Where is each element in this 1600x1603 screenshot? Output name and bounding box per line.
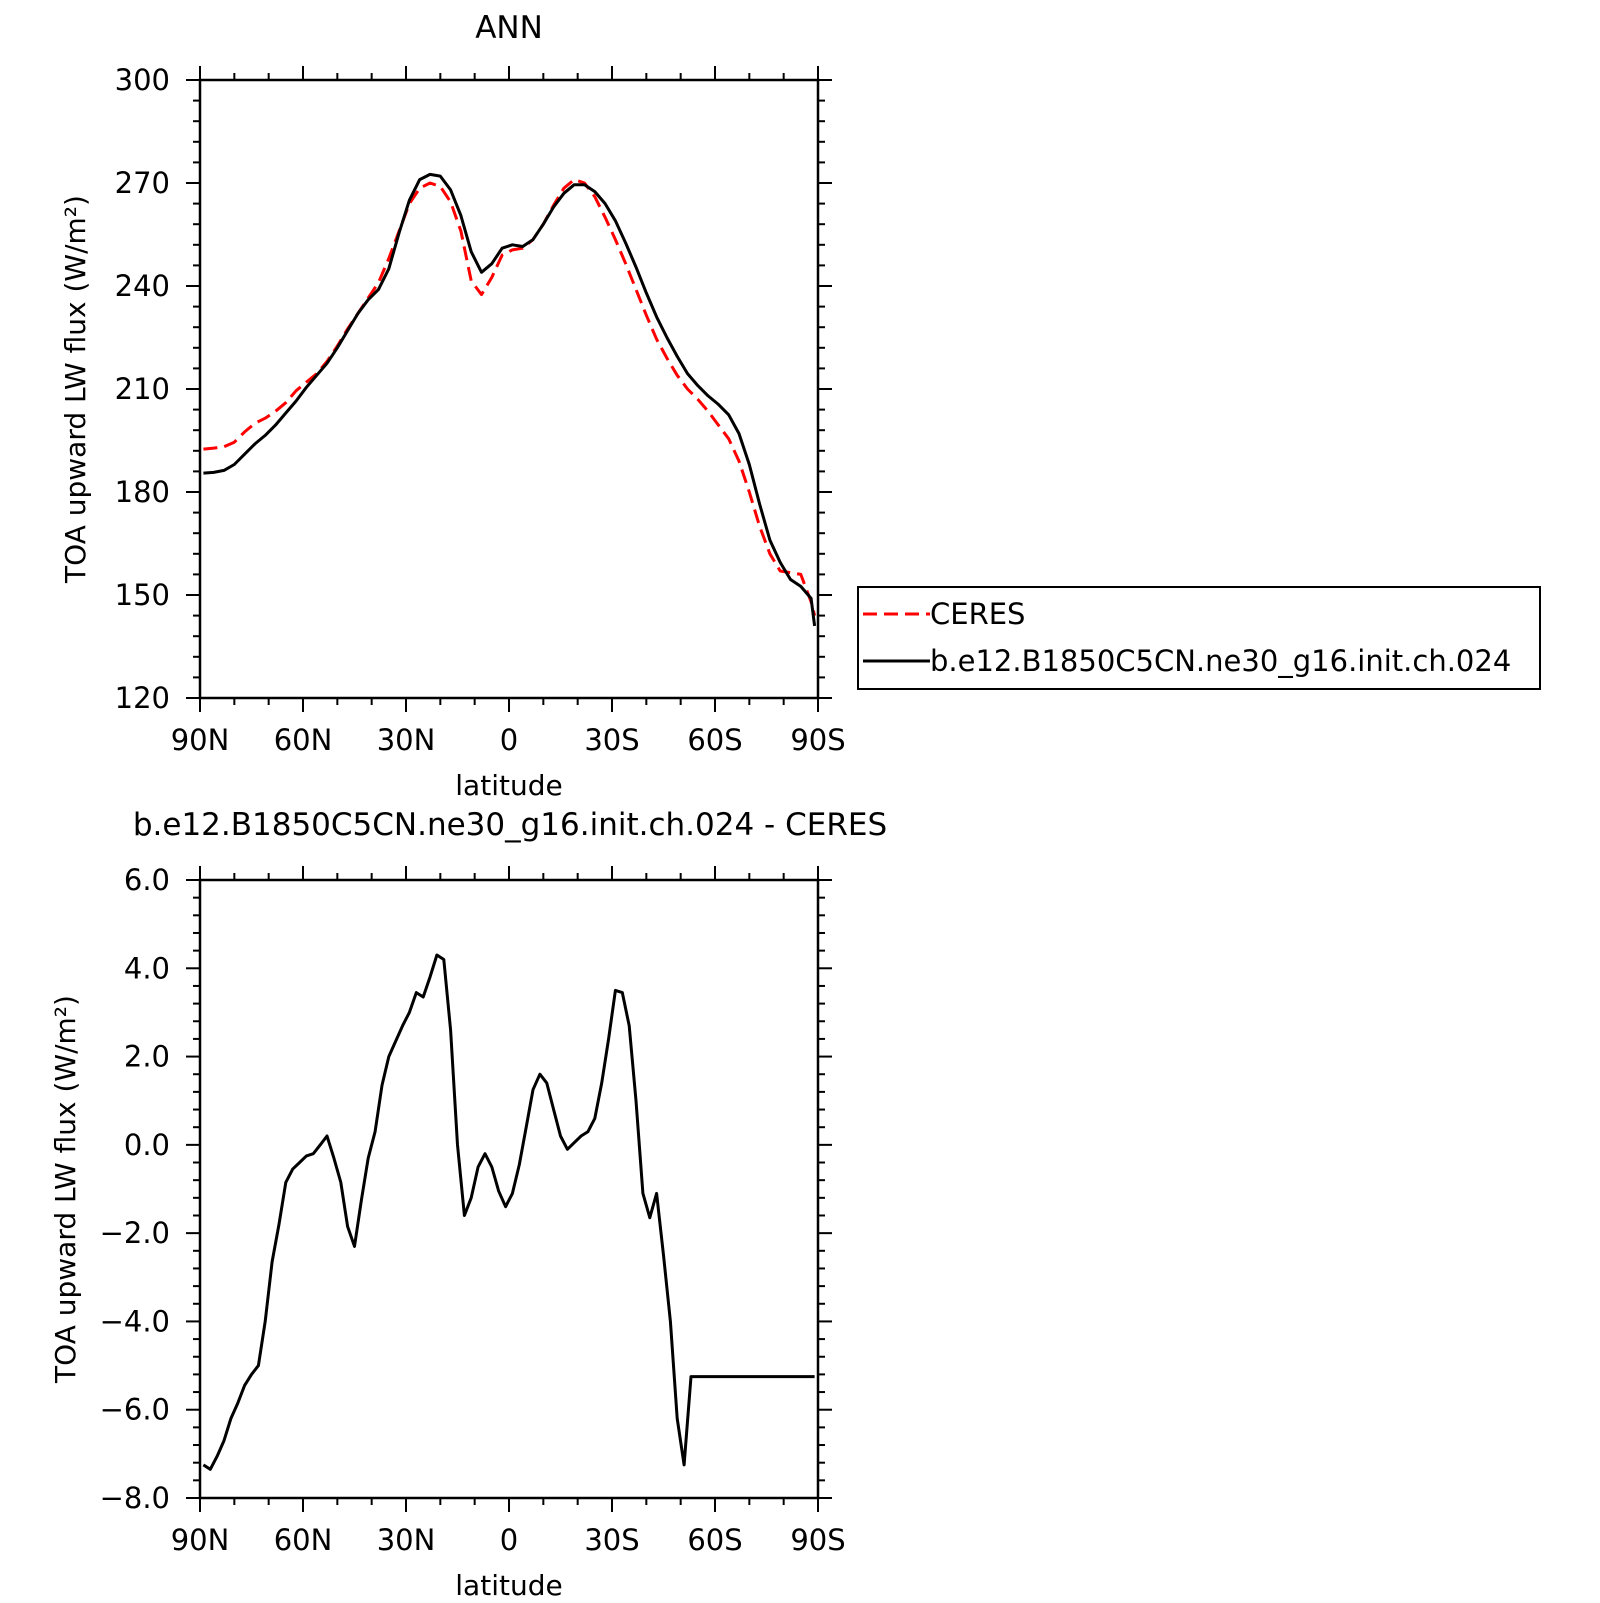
y-tick-label: 300: [115, 63, 170, 97]
x-axis-label: latitude: [455, 1569, 562, 1602]
y-tick-label: 180: [115, 475, 170, 509]
y-tick-label: 270: [115, 166, 170, 200]
y-axis-label: TOA upward LW flux (W/m²): [49, 995, 82, 1384]
y-tick-label: 0.0: [124, 1128, 170, 1162]
legend-label-2: b.e12.B1850C5CN.ne30_g16.init.ch.024: [930, 644, 1511, 678]
legend-label-1: CERES: [930, 597, 1025, 631]
series-line-1: [202, 953, 815, 1471]
x-tick-label: 0: [500, 1523, 518, 1557]
x-tick-label: 30S: [584, 1523, 639, 1557]
chart-title: b.e12.B1850C5CN.ne30_g16.init.ch.024 - C…: [133, 807, 887, 843]
y-tick-label: 4.0: [124, 951, 170, 985]
legend: CERES b.e12.B1850C5CN.ne30_g16.init.ch.02…: [857, 586, 1541, 690]
x-tick-label: 90N: [171, 723, 230, 757]
x-tick-label: 0: [500, 723, 518, 757]
y-tick-label: −4.0: [100, 1304, 170, 1338]
y-axis-label: TOA upward LW flux (W/m²): [59, 195, 92, 584]
x-tick-label: 30N: [377, 1523, 436, 1557]
chart-panel-2: b.e12.B1850C5CN.ne30_g16.init.ch.024 - C…: [49, 807, 887, 1602]
y-tick-label: −8.0: [100, 1481, 170, 1515]
chart-panel-1: ANN 120 150 180 210 240 270 300 90N 60N 30N 0 30S 60S…: [59, 10, 1541, 802]
chart-title: ANN: [475, 10, 543, 46]
y-tick-label: 2.0: [124, 1040, 170, 1074]
x-tick-label: 60N: [274, 723, 333, 757]
plot-frame: [198, 878, 820, 1500]
series-line-1: [203, 178, 817, 616]
y-tick-label: 120: [115, 681, 170, 715]
x-tick-label: 90S: [790, 1523, 845, 1557]
x-axis-label: latitude: [455, 769, 562, 802]
x-tick-label: 60S: [687, 723, 742, 757]
y-tick-label: 6.0: [124, 863, 170, 897]
y-tick-label: 240: [115, 269, 170, 303]
y-tick-label: 150: [115, 578, 170, 612]
plot-frame: [198, 78, 820, 700]
x-tick-label: 30N: [377, 723, 436, 757]
y-tick-label: 210: [115, 372, 170, 406]
series-line-2: [203, 172, 817, 627]
x-tick-label: 90S: [790, 723, 845, 757]
y-tick-label: −6.0: [100, 1393, 170, 1427]
legend-box: [857, 586, 1541, 690]
x-tick-label: 30S: [584, 723, 639, 757]
x-tick-label: 60S: [687, 1523, 742, 1557]
y-tick-label: −2.0: [100, 1216, 170, 1250]
x-tick-label: 90N: [171, 1523, 230, 1557]
x-tick-label: 60N: [274, 1523, 333, 1557]
